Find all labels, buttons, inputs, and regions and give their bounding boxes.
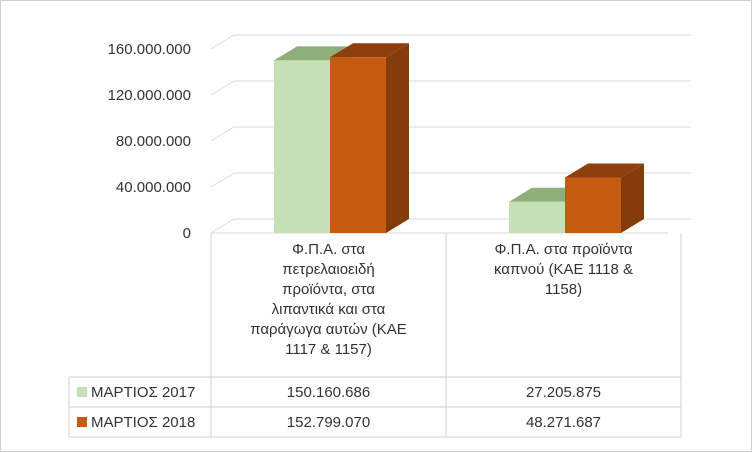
gridline-diagonal bbox=[210, 34, 235, 50]
category-label: Φ.Π.Α. στα προϊόντα καπνού (ΚΑΕ 1118 & 115… bbox=[494, 241, 633, 298]
bar-top bbox=[330, 43, 409, 58]
category-label-line: 1117 & 1157) bbox=[285, 341, 372, 358]
legend-key bbox=[77, 417, 87, 427]
y-tick-label: 160.000.000 bbox=[108, 41, 191, 58]
gridline-diagonal bbox=[210, 80, 235, 96]
bar-side bbox=[386, 43, 409, 234]
gridline-diagonal bbox=[210, 218, 235, 234]
bar-top bbox=[565, 163, 644, 178]
series-name: ΜΑΡΤΙΟΣ 2017 bbox=[91, 384, 195, 401]
bar-1-1 bbox=[274, 60, 330, 233]
category-label: Φ.Π.Α. στα πετρελαιοειδή προϊόντα, στα λιπα… bbox=[250, 241, 407, 358]
bar-side bbox=[621, 163, 644, 233]
y-tick-label: 40.000.000 bbox=[116, 179, 191, 196]
category-label-line: προϊόντα, στα bbox=[282, 281, 375, 298]
bar-2-1 bbox=[330, 57, 386, 234]
category-label-line: Φ.Π.Α. στα bbox=[292, 241, 365, 258]
y-tick-label: 80.000.000 bbox=[116, 133, 191, 150]
category-label-line: καπνού (ΚΑΕ 1118 & bbox=[494, 261, 633, 278]
category-label-line: 1158) bbox=[545, 281, 582, 298]
series-name: ΜΑΡΤΙΟΣ 2018 bbox=[91, 414, 195, 431]
data-value: 48.271.687 bbox=[526, 414, 601, 431]
data-value: 150.160.686 bbox=[287, 384, 370, 401]
category-label-line: παράγωγα αυτών (ΚΑΕ bbox=[250, 321, 407, 338]
data-value: 152.799.070 bbox=[287, 414, 370, 431]
data-value: 27.205.875 bbox=[526, 384, 601, 401]
bar-1-2 bbox=[509, 201, 565, 233]
category-label-line: Φ.Π.Α. στα προϊόντα bbox=[494, 241, 632, 258]
bar-2-2 bbox=[565, 177, 621, 233]
category-label-line: λιπαντικά και στα bbox=[272, 301, 386, 318]
y-tick-label: 0 bbox=[183, 225, 191, 242]
category-label-line: πετρελαιοειδή bbox=[282, 261, 375, 278]
legend-key bbox=[77, 387, 87, 397]
gridline-diagonal bbox=[210, 172, 235, 188]
gridline-diagonal bbox=[210, 126, 235, 142]
y-tick-label: 120.000.000 bbox=[108, 87, 191, 104]
